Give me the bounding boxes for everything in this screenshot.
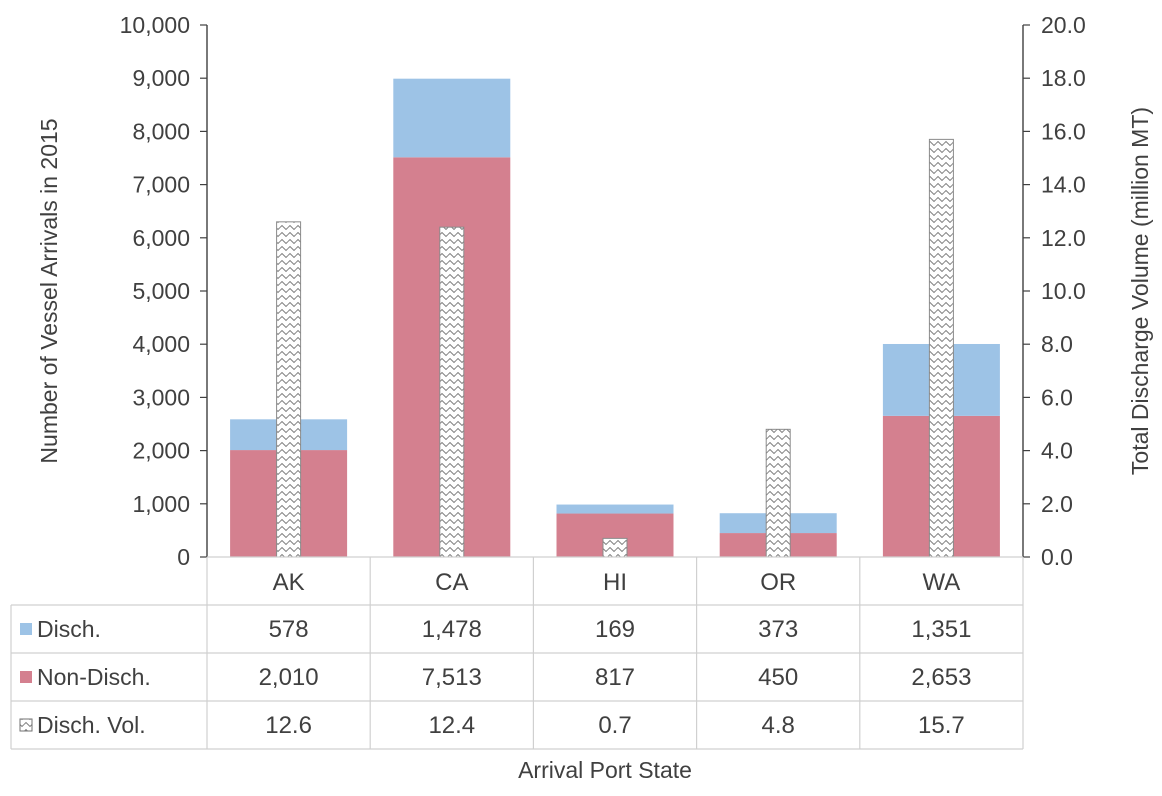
y2-axis-title: Total Discharge Volume (million MT): [1127, 107, 1153, 475]
data-table-cell: 450: [758, 664, 798, 691]
data-table-cell: 2,010: [259, 664, 319, 691]
data-table-cell: 7,513: [422, 664, 482, 691]
x-tick-label: HI: [603, 569, 627, 596]
data-table-cell: 0.7: [598, 712, 631, 739]
data-table-cell: 1,478: [422, 616, 482, 643]
data-table-cell: 578: [269, 616, 309, 643]
y2-tick-label: 16.0: [1041, 118, 1086, 144]
bar-disch-vol: [928, 138, 954, 558]
data-table-cell: 373: [758, 616, 798, 643]
y-tick-label: 9,000: [132, 65, 190, 91]
data-table-cell: 1,351: [911, 616, 971, 643]
bar-disch: [556, 504, 674, 514]
y-tick-label: 2,000: [132, 438, 190, 464]
x-tick-label: WA: [923, 569, 961, 596]
data-table-cell: 12.6: [265, 712, 312, 739]
y2-tick-label: 14.0: [1041, 172, 1086, 198]
data-table-cell: 817: [595, 664, 635, 691]
bar-disch: [393, 78, 511, 158]
y2-tick-label: 12.0: [1041, 225, 1086, 251]
y-tick-label: 0: [177, 544, 190, 570]
x-tick-label: OR: [760, 569, 796, 596]
data-table-cell: 4.8: [762, 712, 795, 739]
legend-swatch: [19, 718, 33, 732]
y2-tick-label: 10.0: [1041, 278, 1086, 304]
y-tick-label: 3,000: [132, 384, 190, 410]
x-tick-label: AK: [273, 569, 305, 596]
data-table-cell: 169: [595, 616, 635, 643]
y2-tick-label: 6.0: [1041, 384, 1073, 410]
y2-tick-label: 8.0: [1041, 331, 1073, 357]
y-tick-label: 8,000: [132, 118, 190, 144]
y2-tick-label: 2.0: [1041, 491, 1073, 517]
y2-tick-label: 20.0: [1041, 12, 1086, 38]
bar-disch-vol: [439, 226, 465, 558]
bar-disch-vol: [765, 428, 791, 558]
y-tick-label: 1,000: [132, 491, 190, 517]
legend-label: Non-Disch.: [37, 664, 151, 690]
y-tick-label: 10,000: [120, 12, 190, 38]
data-table-cell: 2,653: [911, 664, 971, 691]
y2-tick-label: 4.0: [1041, 438, 1073, 464]
data-table-cell: 12.4: [428, 712, 475, 739]
bar-disch-vol: [602, 537, 628, 558]
bar-disch-vol: [276, 221, 302, 558]
x-axis-title: Arrival Port State: [518, 757, 692, 783]
legend-label: Disch. Vol.: [37, 712, 146, 738]
y-tick-label: 7,000: [132, 172, 190, 198]
y-axis-title: Number of Vessel Arrivals in 2015: [36, 118, 62, 463]
data-table-cell: 15.7: [918, 712, 965, 739]
y-tick-label: 6,000: [132, 225, 190, 251]
legend-swatch: [20, 671, 32, 683]
y-tick-label: 4,000: [132, 331, 190, 357]
y-tick-label: 5,000: [132, 278, 190, 304]
y2-tick-label: 18.0: [1041, 65, 1086, 91]
y2-tick-label: 0.0: [1041, 544, 1073, 570]
legend-label: Disch.: [37, 616, 101, 642]
x-tick-label: CA: [435, 569, 468, 596]
legend-swatch: [20, 623, 32, 635]
